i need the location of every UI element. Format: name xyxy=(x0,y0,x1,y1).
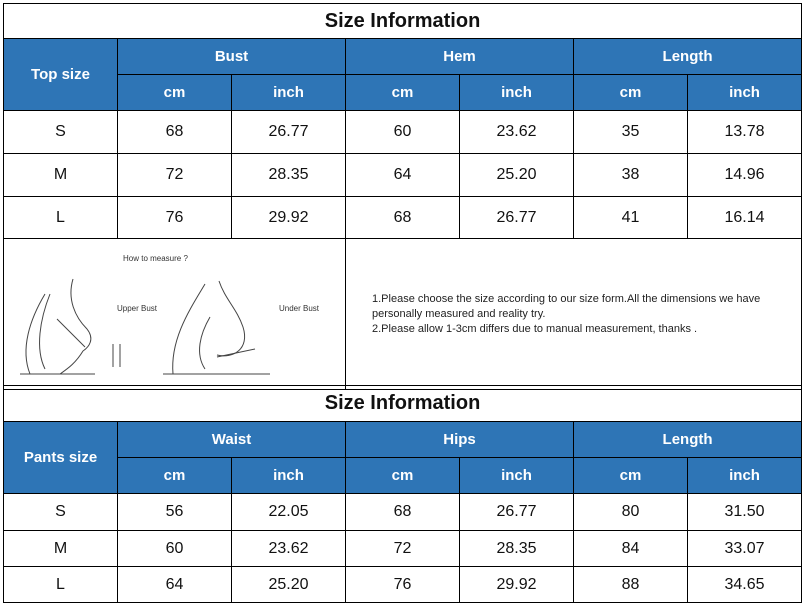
upper-bust-label: Upper Bust xyxy=(117,304,158,313)
value-cell: 26.77 xyxy=(459,196,574,239)
value-cell: 72 xyxy=(345,530,460,567)
table-row: L 64 25.20 76 29.92 88 34.65 xyxy=(3,566,803,603)
value-cell: 80 xyxy=(573,493,688,531)
table-title: Size Information xyxy=(2,3,803,39)
table-row: L 76 29.92 68 26.77 41 16.14 xyxy=(3,196,803,239)
value-cell: 35 xyxy=(573,110,688,154)
value-cell: 88 xyxy=(573,566,688,603)
value-cell: 38 xyxy=(573,153,688,197)
size-cell: M xyxy=(3,530,118,567)
value-cell: 31.50 xyxy=(686,493,803,531)
unit-header: cm xyxy=(117,457,232,494)
body-outline-icon xyxy=(19,278,270,375)
value-cell: 22.05 xyxy=(231,493,346,531)
size-cell: S xyxy=(3,110,118,154)
table-row: M 72 28.35 64 25.20 38 14.96 xyxy=(3,153,803,197)
value-cell: 28.35 xyxy=(231,153,346,197)
value-cell: 28.35 xyxy=(459,530,574,567)
group-header: Length xyxy=(572,421,803,458)
group-header: Bust xyxy=(117,38,346,75)
value-cell: 64 xyxy=(117,566,232,603)
unit-header: inch xyxy=(231,457,346,494)
value-cell: 41 xyxy=(573,196,688,239)
table-row: S 56 22.05 68 26.77 80 31.50 xyxy=(3,493,803,531)
value-cell: 34.65 xyxy=(686,566,803,603)
value-cell: 25.20 xyxy=(459,153,574,197)
unit-header: inch xyxy=(231,74,346,111)
table-row: S 68 26.77 60 23.62 35 13.78 xyxy=(3,110,803,154)
table-title: Size Information xyxy=(2,385,803,422)
value-cell: 60 xyxy=(117,530,232,567)
unit-header: cm xyxy=(573,457,688,494)
value-cell: 14.96 xyxy=(686,153,803,197)
unit-header: cm xyxy=(117,74,232,111)
size-header: Pants size xyxy=(3,421,118,494)
measure-illustration: How to measure ? Upper Bust Under Bust xyxy=(3,238,346,390)
unit-header: inch xyxy=(686,457,803,494)
value-cell: 56 xyxy=(117,493,232,531)
size-cell: M xyxy=(3,153,118,197)
under-bust-label: Under Bust xyxy=(279,304,320,313)
value-cell: 23.62 xyxy=(459,110,574,154)
value-cell: 76 xyxy=(345,566,460,603)
unit-header: inch xyxy=(459,457,574,494)
measurement-notes: 1.Please choose the size according to ou… xyxy=(344,238,803,390)
value-cell: 26.77 xyxy=(231,110,346,154)
top-size-table: Size Information Top size Bust Hem Lengt… xyxy=(2,3,803,390)
value-cell: 68 xyxy=(345,493,460,531)
group-header: Hem xyxy=(345,38,574,75)
value-cell: 25.20 xyxy=(231,566,346,603)
size-cell: L xyxy=(3,196,118,239)
value-cell: 16.14 xyxy=(686,196,803,239)
pants-size-table: Size Information Pants size Waist Hips L… xyxy=(2,385,803,603)
size-cell: S xyxy=(3,493,118,531)
value-cell: 68 xyxy=(345,196,460,239)
note-1: 1.Please choose the size according to ou… xyxy=(372,292,761,320)
value-cell: 26.77 xyxy=(459,493,574,531)
unit-header: cm xyxy=(345,74,460,111)
value-cell: 29.92 xyxy=(231,196,346,239)
unit-header: inch xyxy=(459,74,574,111)
value-cell: 13.78 xyxy=(686,110,803,154)
group-header: Hips xyxy=(345,421,574,458)
value-cell: 76 xyxy=(117,196,232,239)
unit-header: cm xyxy=(573,74,688,111)
how-to-measure-figure: How to measure ? Upper Bust Under Bust xyxy=(19,254,320,375)
group-header: Length xyxy=(572,38,803,75)
unit-header: inch xyxy=(686,74,803,111)
note-2: 2.Please allow 1-3cm differs due to manu… xyxy=(372,322,698,335)
measure-heading: How to measure ? xyxy=(123,254,188,263)
group-header: Waist xyxy=(117,421,346,458)
table-row: M 60 23.62 72 28.35 84 33.07 xyxy=(3,530,803,567)
value-cell: 68 xyxy=(117,110,232,154)
value-cell: 23.62 xyxy=(231,530,346,567)
value-cell: 33.07 xyxy=(686,530,803,567)
unit-header: cm xyxy=(345,457,460,494)
value-cell: 29.92 xyxy=(459,566,574,603)
value-cell: 60 xyxy=(345,110,460,154)
size-cell: L xyxy=(3,566,118,603)
value-cell: 64 xyxy=(345,153,460,197)
value-cell: 84 xyxy=(573,530,688,567)
size-header: Top size xyxy=(3,38,118,111)
value-cell: 72 xyxy=(117,153,232,197)
